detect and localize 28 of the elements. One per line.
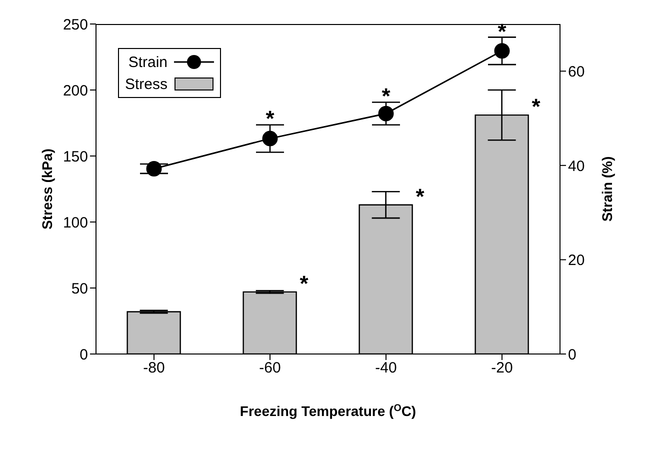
y-tick-label: 250 xyxy=(62,16,88,34)
y2-tick-label: 20 xyxy=(568,252,585,270)
y-tick-label: 100 xyxy=(62,214,88,232)
y-tick-label: 200 xyxy=(62,82,88,100)
annotation: * xyxy=(416,184,425,209)
annotation: * xyxy=(532,94,541,120)
point xyxy=(262,130,278,146)
annotation: * xyxy=(266,106,275,131)
y-tick-label: 0 xyxy=(80,346,88,364)
y2-tick-label: 0 xyxy=(568,346,576,364)
x-tick-label: -20 xyxy=(491,360,513,377)
y-tick-label: 50 xyxy=(71,280,88,298)
x-tick-label: -60 xyxy=(259,360,281,377)
legend-label: Strain xyxy=(128,54,168,70)
x-tick-label: -40 xyxy=(375,360,397,377)
y-axis-title: Stress (kPa) xyxy=(38,148,55,230)
legend-label: Stress xyxy=(125,76,168,92)
y-tick-label: 150 xyxy=(62,148,88,166)
point xyxy=(494,43,510,59)
point xyxy=(146,160,162,176)
x-tick-label: -80 xyxy=(143,360,165,377)
x-axis-title: Freezing Temperature ($^{O}$C) xyxy=(240,402,416,419)
y2-tick-label: 40 xyxy=(568,158,585,175)
annotation: * xyxy=(300,270,309,296)
annotation: * xyxy=(382,84,391,109)
y2-tick-label: 60 xyxy=(568,63,585,80)
point xyxy=(378,106,394,122)
y2-axis-title: Strain (%) xyxy=(598,156,615,222)
